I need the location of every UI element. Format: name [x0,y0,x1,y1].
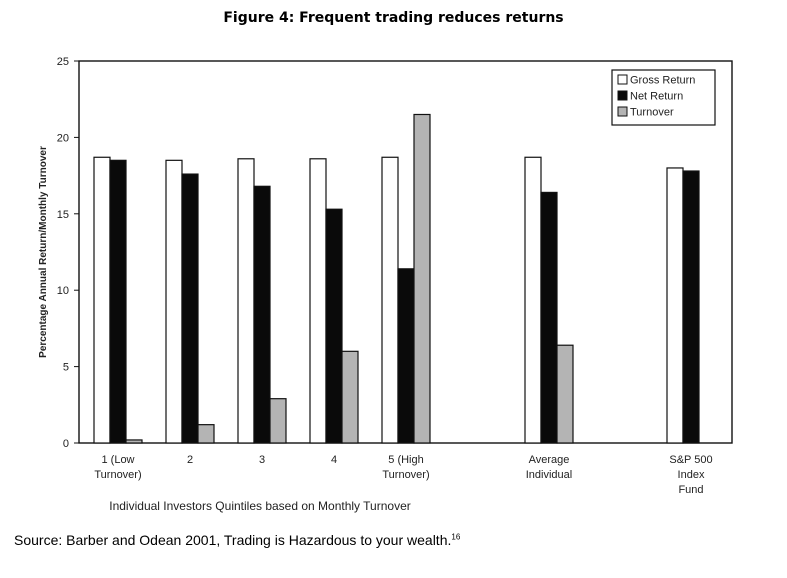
x-category-label: 1 (Low Turnover) [94,454,141,481]
legend-label: Turnover [630,107,674,119]
source-footnote: 16 [451,532,461,542]
legend-swatch [617,90,628,101]
bar-turnover [556,344,574,444]
x-category-label: 2 [187,454,193,466]
bar-gross-return [93,156,111,444]
chart: 0 5 10 15 20 25 1 (Low Turnover) 2 3 4 5 (High Turn… [38,56,733,513]
bar-turnover [197,424,215,444]
bar-gross-return [524,156,542,444]
bars [93,113,700,444]
x-category-label: 3 [259,454,265,466]
x-category-label: S&P 500 Index Fund [669,454,712,496]
x-category-label: Average Individual [526,454,572,481]
bar-turnover [341,350,359,444]
legend-box [611,69,716,126]
bar-gross-return [666,167,684,444]
y-tick-label: 10 [57,285,69,297]
y-tick-label: 5 [63,362,69,374]
legend-label: Net Return [630,91,683,103]
legend-swatch [617,74,628,85]
y-tick-label: 0 [63,438,69,450]
bar-net-return [397,268,415,444]
bar-gross-return [237,158,255,444]
bar-gross-return [381,156,399,444]
x-axis-categories: 1 (Low Turnover) 2 3 4 5 (High Turnover) Averag… [94,454,712,496]
bar-gross-return [309,158,327,444]
x-category-label: 5 (High Turnover) [382,454,429,481]
y-tick-label: 20 [57,132,69,144]
bar-gross-return [165,159,183,444]
bar-turnover [125,439,143,444]
bar-turnover [413,113,431,444]
x-category-label: 4 [331,454,337,466]
chart-title: Figure 4: Frequent trading reduces retur… [223,10,564,26]
bar-net-return [181,173,199,444]
y-tick-label: 15 [57,209,69,221]
legend: Gross Return Net Return Turnover [611,69,716,126]
y-axis-label: Percentage Annual Return/Monthly Turnove… [38,146,49,358]
bar-net-return [109,159,127,444]
legend-swatch [617,106,628,117]
bar-net-return [325,208,343,444]
bar-turnover [269,398,287,444]
y-tick-label: 25 [57,56,69,68]
y-axis: 0 5 10 15 20 25 [57,56,79,450]
source-note: Source: Barber and Odean 2001, Trading i… [14,532,460,548]
bar-net-return [682,170,700,444]
x-axis-label: Individual Investors Quintiles based on … [109,499,411,513]
source-text: Source: Barber and Odean 2001, Trading i… [14,532,452,548]
legend-label: Gross Return [630,75,695,87]
bar-net-return [540,191,558,444]
bar-net-return [253,185,271,444]
